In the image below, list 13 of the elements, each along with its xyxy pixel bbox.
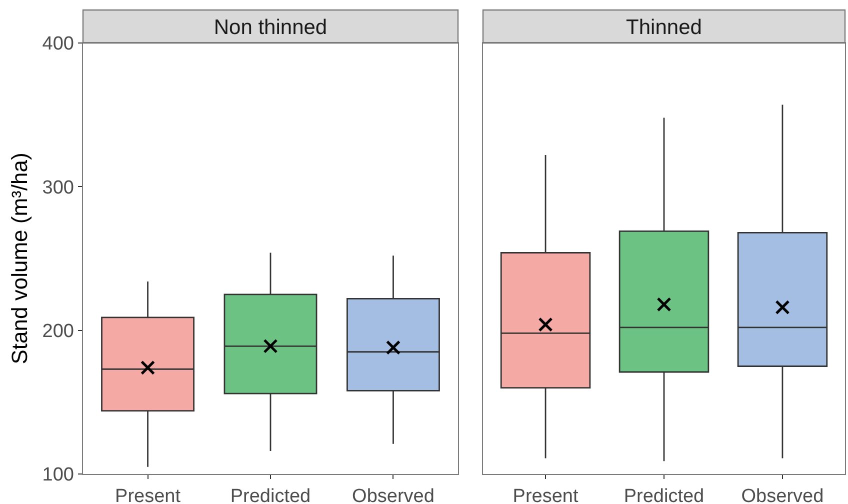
y-axis-title: Stand volume (m³/ha) [7, 152, 32, 364]
x-tick-label: Present [512, 486, 579, 504]
y-tick-label: 200 [42, 320, 74, 342]
x-tick-label: Predicted [230, 486, 311, 504]
chart-title: Non thinned [214, 16, 328, 39]
x-tick-label: Observed [741, 486, 824, 504]
x-tick-label: Predicted [624, 486, 704, 504]
y-tick-label: 400 [42, 34, 74, 55]
x-tick-label: Present [115, 486, 182, 504]
y-tick-label: 300 [42, 177, 74, 198]
y-tick-label: 100 [42, 464, 74, 486]
x-tick-label: Observed [352, 486, 434, 504]
chart-title: Thinned [626, 16, 702, 39]
